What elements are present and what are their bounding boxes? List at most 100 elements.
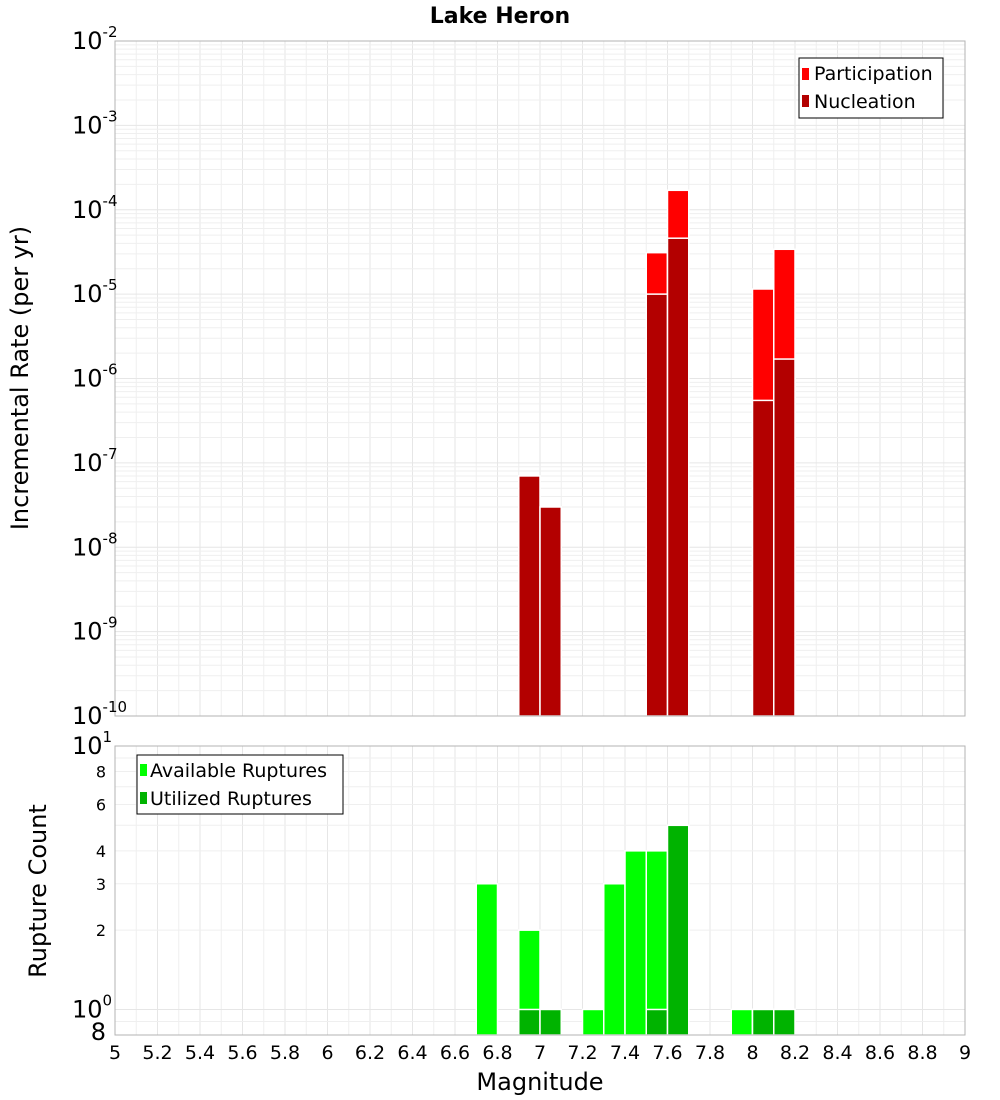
- available-ruptures-legend-swatch: [140, 764, 147, 776]
- rate-y-tick-exponent: -4: [103, 192, 118, 210]
- count-available-ruptures-bar: [603, 883, 626, 1036]
- rate-y-tick-label: 10-6: [72, 361, 118, 393]
- nucleation-legend-swatch: [802, 95, 809, 107]
- rate-y-tick-label: 10-9: [72, 614, 118, 646]
- rate-y-tick-exponent: -3: [103, 107, 118, 125]
- count-y-minor-tick-label: 4: [96, 842, 106, 861]
- count-y-tick-exponent: 1: [103, 728, 113, 746]
- rate-y-tick-base: 10: [72, 449, 103, 477]
- nucleation-legend-label: Nucleation: [814, 91, 916, 113]
- rate-y-tick-label: 10-7: [72, 445, 118, 477]
- rupture-legend: Available Ruptures Utilized Ruptures: [136, 754, 344, 815]
- magnitude-x-tick-label: 5.6: [227, 1042, 257, 1064]
- rate-y-tick-label: 10-4: [72, 192, 118, 224]
- rate-y-tick-exponent: -10: [103, 698, 128, 716]
- rate-y-tick-exponent: -6: [103, 361, 118, 379]
- rate-y-tick-base: 10: [72, 196, 103, 224]
- rate-y-tick-base: 10: [72, 533, 103, 561]
- participation-legend-label: Participation: [814, 63, 933, 85]
- count-utilized-ruptures-bar: [751, 1008, 775, 1036]
- rate-legend: Participation Nucleation: [798, 57, 944, 119]
- rate-y-tick-base: 10: [72, 111, 103, 139]
- count-y-tick-base: 10: [72, 995, 103, 1023]
- magnitude-x-tick-label: 5.2: [142, 1042, 172, 1064]
- magnitude-x-tick-label: 5.8: [270, 1042, 300, 1064]
- count-available-ruptures-bar: [475, 883, 499, 1036]
- magnitude-x-tick-label: 6.4: [397, 1042, 427, 1064]
- magnitude-x-tick-label: 6.2: [355, 1042, 385, 1064]
- count-utilized-ruptures-bar: [539, 1008, 562, 1036]
- rate-y-tick-exponent: -2: [103, 23, 118, 41]
- magnitude-x-tick-label: 7.8: [695, 1042, 725, 1064]
- rate-y-tick-base: 10: [72, 280, 103, 308]
- rate-y-axis-label: Incremental Rate (per yr): [6, 226, 34, 530]
- rate-y-tick-base: 10: [72, 702, 103, 730]
- count-y-tick-label: 101: [72, 728, 112, 760]
- count-y-tick-label: 100: [72, 991, 112, 1023]
- count-y-tick-exponent: 0: [103, 991, 113, 1009]
- rate-y-ticks: 10-210-310-410-510-610-710-810-910-10: [72, 23, 127, 730]
- rate-plot-panel: 10-210-310-410-510-610-710-810-910-10 In…: [6, 23, 966, 730]
- rate-y-tick-label: 10-10: [72, 698, 127, 730]
- magnitude-x-tick-label: 6.6: [440, 1042, 470, 1064]
- rate-y-tick-label: 10-8: [72, 529, 118, 561]
- rate-y-tick-base: 10: [72, 618, 103, 646]
- count-available-ruptures-bar: [581, 1008, 605, 1036]
- rate-nucleation-bar: [539, 506, 562, 717]
- magnitude-x-tick-label: 8.6: [865, 1042, 895, 1064]
- rate-y-tick-exponent: -5: [103, 276, 118, 294]
- magnitude-x-tick-label: 7.6: [652, 1042, 682, 1064]
- utilized-ruptures-legend-swatch: [140, 792, 147, 804]
- count-available-ruptures-bar: [624, 850, 647, 1036]
- count-y-minor-tick-label: 3: [96, 875, 106, 894]
- count-y-minor-tick-label: 8: [96, 763, 106, 782]
- magnitude-x-tick-label: 9: [959, 1042, 971, 1064]
- rate-y-tick-label: 10-3: [72, 107, 118, 139]
- rate-nucleation-bar: [751, 399, 775, 717]
- magnitude-x-tick-label: 5: [109, 1042, 121, 1064]
- rate-legend-box: [798, 57, 944, 119]
- rate-nucleation-bar: [645, 293, 669, 717]
- available-ruptures-legend-label: Available Ruptures: [150, 760, 327, 782]
- count-y-minor-tick-label: 2: [96, 921, 106, 940]
- magnitude-x-axis-label: Magnitude: [476, 1068, 603, 1096]
- rupture-count-bars: [475, 824, 796, 1036]
- magnitude-x-tick-label: 5.4: [185, 1042, 215, 1064]
- rupture-count-y-axis-label: Rupture Count: [24, 804, 52, 978]
- magnitude-x-tick-label: 7.2: [567, 1042, 597, 1064]
- chart-title: Lake Heron: [430, 4, 570, 29]
- rupture-legend-box: [136, 754, 344, 815]
- participation-legend-swatch: [802, 68, 809, 80]
- rate-plot-bars: [518, 189, 796, 717]
- rate-plot-frame: [114, 40, 966, 717]
- magnitude-x-tick-label: 6: [321, 1042, 333, 1064]
- count-utilized-ruptures-bar: [645, 1008, 669, 1036]
- rate-nucleation-bar: [773, 358, 796, 717]
- rate-y-tick-label: 10-5: [72, 276, 118, 308]
- magnitude-x-tick-label: 8.8: [907, 1042, 937, 1064]
- rate-y-tick-exponent: -7: [103, 445, 118, 463]
- rate-y-tick-exponent: -9: [103, 614, 118, 632]
- utilized-ruptures-legend-label: Utilized Ruptures: [150, 788, 312, 810]
- count-utilized-ruptures-bar: [666, 824, 690, 1036]
- magnitude-x-tick-label: 7: [534, 1042, 546, 1064]
- magnitude-x-tick-label: 6.8: [482, 1042, 512, 1064]
- count-utilized-ruptures-bar: [773, 1008, 796, 1036]
- count-y-minor-tick-label: 6: [96, 795, 106, 814]
- count-y-bottom-tick-label: 8: [91, 1018, 106, 1046]
- count-y-tick-base: 10: [72, 732, 103, 760]
- rate-nucleation-bar: [666, 237, 690, 717]
- count-utilized-ruptures-bar: [518, 1008, 541, 1036]
- magnitude-x-tick-label: 7.4: [610, 1042, 640, 1064]
- rate-y-tick-base: 10: [72, 365, 103, 393]
- count-available-ruptures-bar: [730, 1008, 754, 1036]
- rupture-count-frame: [114, 745, 966, 1036]
- magnitude-x-ticks: 5 5.2 5.4 5.6 5.8 6 6.2 6.4 6.6 6.8 7 7.2 7.4 7.6 7.8 8…: [109, 1042, 971, 1064]
- rate-y-tick-exponent: -8: [103, 529, 118, 547]
- rate-nucleation-bar: [518, 475, 541, 717]
- rate-y-tick-label: 10-2: [72, 23, 118, 55]
- magnitude-x-tick-label: 8: [746, 1042, 758, 1064]
